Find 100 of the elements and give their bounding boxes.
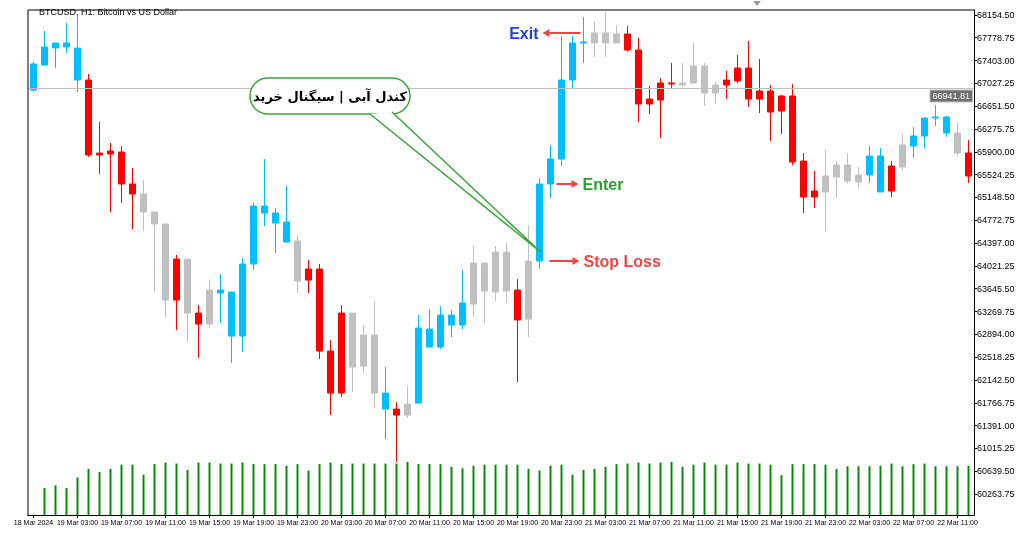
bar xyxy=(967,465,970,515)
annotation: Enter xyxy=(582,176,624,193)
bar xyxy=(582,469,585,515)
bar xyxy=(780,475,783,515)
bar xyxy=(263,464,266,515)
y-tick-label: 64772.75 xyxy=(977,215,1015,226)
y-tick-label: 66651.50 xyxy=(977,101,1015,112)
bar xyxy=(43,487,46,515)
bar xyxy=(417,464,420,515)
bar xyxy=(901,466,904,515)
candlestick xyxy=(349,312,356,393)
candlestick xyxy=(30,61,37,93)
bar xyxy=(142,474,145,515)
y-tick-label: 67027.25 xyxy=(977,78,1015,89)
candlestick xyxy=(591,21,598,58)
candlestick xyxy=(107,142,114,213)
y-tick-label: 63269.75 xyxy=(977,306,1015,317)
candlestick xyxy=(63,22,70,54)
candlestick xyxy=(41,30,48,67)
candlestick xyxy=(338,304,345,398)
y-tick-label: 62142.50 xyxy=(977,375,1015,386)
bar xyxy=(285,465,288,515)
bar xyxy=(76,477,79,515)
bar xyxy=(131,464,134,515)
candlestick xyxy=(767,84,774,142)
annotation: Exit xyxy=(509,25,540,43)
candlestick xyxy=(503,242,510,304)
bar xyxy=(483,464,486,515)
bar xyxy=(890,463,893,515)
bar xyxy=(274,464,277,515)
bar xyxy=(527,468,530,515)
candlestick xyxy=(624,25,631,53)
candlestick xyxy=(448,309,455,338)
candlestick xyxy=(954,121,961,157)
candlestick xyxy=(195,304,202,359)
bar xyxy=(747,463,750,515)
bar xyxy=(296,464,299,515)
bar xyxy=(835,468,838,515)
bar xyxy=(395,463,398,515)
candlestick xyxy=(822,149,829,232)
candlestick xyxy=(756,58,763,114)
candlestick xyxy=(723,70,730,100)
candlestick xyxy=(239,257,246,353)
candlestick xyxy=(74,15,81,93)
candlestick xyxy=(261,158,268,227)
candlestick xyxy=(965,139,972,184)
candlestick xyxy=(492,245,499,302)
bar xyxy=(54,485,57,515)
candlestick xyxy=(206,279,213,329)
bar xyxy=(736,462,739,515)
candlestick xyxy=(602,11,609,58)
candlestick xyxy=(866,145,873,184)
bar xyxy=(186,469,189,515)
candlestick xyxy=(536,177,543,270)
bar xyxy=(65,487,68,515)
candlestick xyxy=(580,16,587,64)
bar xyxy=(637,462,640,515)
candlestick xyxy=(382,366,389,440)
candlestick xyxy=(844,152,851,184)
bar xyxy=(659,462,662,515)
candlestick xyxy=(833,160,840,199)
candlestick xyxy=(921,117,928,149)
bar xyxy=(219,463,222,515)
bar xyxy=(307,470,310,515)
bar xyxy=(824,464,827,515)
bar xyxy=(450,466,453,515)
candlestick xyxy=(228,291,235,364)
bar xyxy=(725,464,728,515)
bar xyxy=(934,466,937,515)
bar xyxy=(593,468,596,515)
candlestick xyxy=(558,35,565,167)
y-tick-label: 61015.25 xyxy=(977,443,1015,454)
y-tick-label: 61391.00 xyxy=(977,420,1015,431)
bar xyxy=(87,468,90,515)
candlestick xyxy=(514,278,521,383)
bar xyxy=(615,464,618,515)
bar xyxy=(714,464,717,515)
bar xyxy=(428,464,431,515)
bar xyxy=(758,463,761,515)
bar xyxy=(98,472,101,515)
candlestick xyxy=(118,145,125,204)
candlestick xyxy=(657,77,664,139)
bar xyxy=(681,466,684,515)
bar xyxy=(516,464,519,515)
candlestick xyxy=(272,207,279,254)
bar xyxy=(802,464,805,515)
candlestick xyxy=(811,170,818,209)
candlestick xyxy=(129,167,136,230)
bar xyxy=(538,470,541,515)
bar xyxy=(197,462,200,515)
candlestick xyxy=(613,24,620,44)
bar xyxy=(461,468,464,515)
candlestick xyxy=(437,305,444,350)
candlestick xyxy=(800,152,807,214)
bar xyxy=(362,463,365,515)
candlestick xyxy=(547,144,554,199)
bar xyxy=(648,463,651,515)
bar xyxy=(879,465,882,515)
candlestick xyxy=(426,308,433,348)
chart-title: BTCUSD, H1: Bitcoin vs US Dollar xyxy=(39,6,178,17)
